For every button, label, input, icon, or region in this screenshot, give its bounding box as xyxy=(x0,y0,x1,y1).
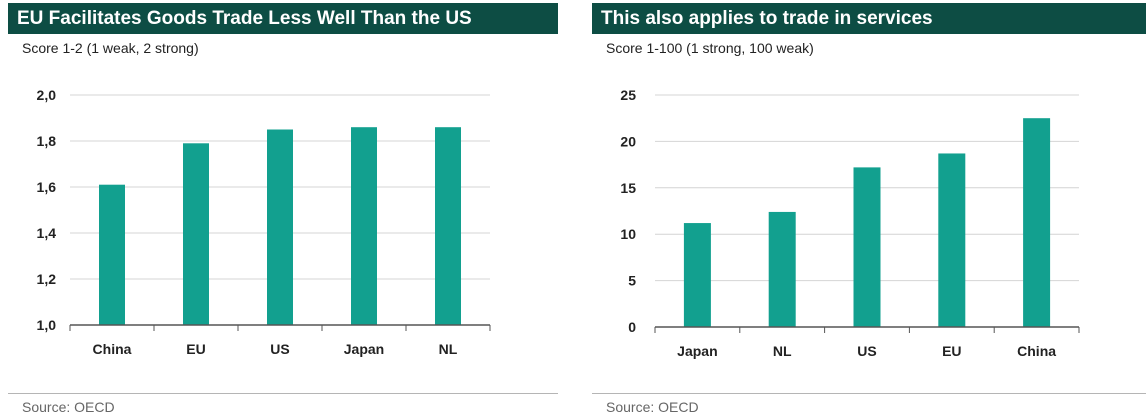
x-tick-label: Japan xyxy=(677,343,717,359)
source-note: Source: OECD xyxy=(606,399,699,415)
y-tick-label: 1,0 xyxy=(37,317,57,333)
bar xyxy=(768,211,796,327)
goods-trade-panel: EU Facilitates Goods Trade Less Well Tha… xyxy=(8,0,558,419)
services-trade-bar-chart: 0 5 10 15 20 25 Japan NL US EU China xyxy=(620,87,1080,359)
chart-title: This also applies to trade in services xyxy=(592,3,1146,34)
services-trade-panel: This also applies to trade in services S… xyxy=(592,0,1146,419)
y-tick-label: 1,2 xyxy=(37,271,57,287)
y-tick-label: 15 xyxy=(620,180,636,196)
y-tick-label: 1,8 xyxy=(37,133,57,149)
chart-subtitle: Score 1-100 (1 strong, 100 weak) xyxy=(606,40,814,56)
bar xyxy=(938,153,966,327)
source-divider xyxy=(8,393,558,394)
y-tick-label: 0 xyxy=(628,319,636,335)
x-tick-label: EU xyxy=(942,343,961,359)
bar xyxy=(435,127,461,325)
goods-trade-bar-chart: 1,0 1,2 1,4 1,6 1,8 2,0 China EU US Japan NL xyxy=(37,87,491,357)
chart-subtitle: Score 1-2 (1 weak, 2 strong) xyxy=(22,40,199,56)
y-tick-label: 2,0 xyxy=(37,87,57,103)
bar xyxy=(267,129,293,325)
x-tick-label: US xyxy=(270,341,289,357)
chart-title: EU Facilitates Goods Trade Less Well Tha… xyxy=(8,3,558,34)
y-tick-label: 20 xyxy=(620,133,636,149)
bar xyxy=(683,223,711,327)
x-tick-label: China xyxy=(1017,343,1056,359)
bar xyxy=(99,184,125,325)
bar xyxy=(1023,118,1051,327)
source-note: Source: OECD xyxy=(22,399,115,415)
bar xyxy=(853,167,881,327)
x-tick-label: NL xyxy=(439,341,458,357)
bar xyxy=(183,143,209,325)
source-divider xyxy=(592,393,1146,394)
x-tick-label: Japan xyxy=(344,341,384,357)
y-tick-label: 10 xyxy=(620,226,636,242)
x-tick-label: EU xyxy=(186,341,205,357)
x-tick-label: NL xyxy=(773,343,792,359)
bar xyxy=(351,127,377,325)
y-tick-label: 1,6 xyxy=(37,179,57,195)
y-tick-label: 1,4 xyxy=(37,225,57,241)
y-tick-label: 5 xyxy=(628,273,636,289)
x-tick-label: China xyxy=(93,341,132,357)
y-tick-label: 25 xyxy=(620,87,636,103)
x-tick-label: US xyxy=(857,343,876,359)
